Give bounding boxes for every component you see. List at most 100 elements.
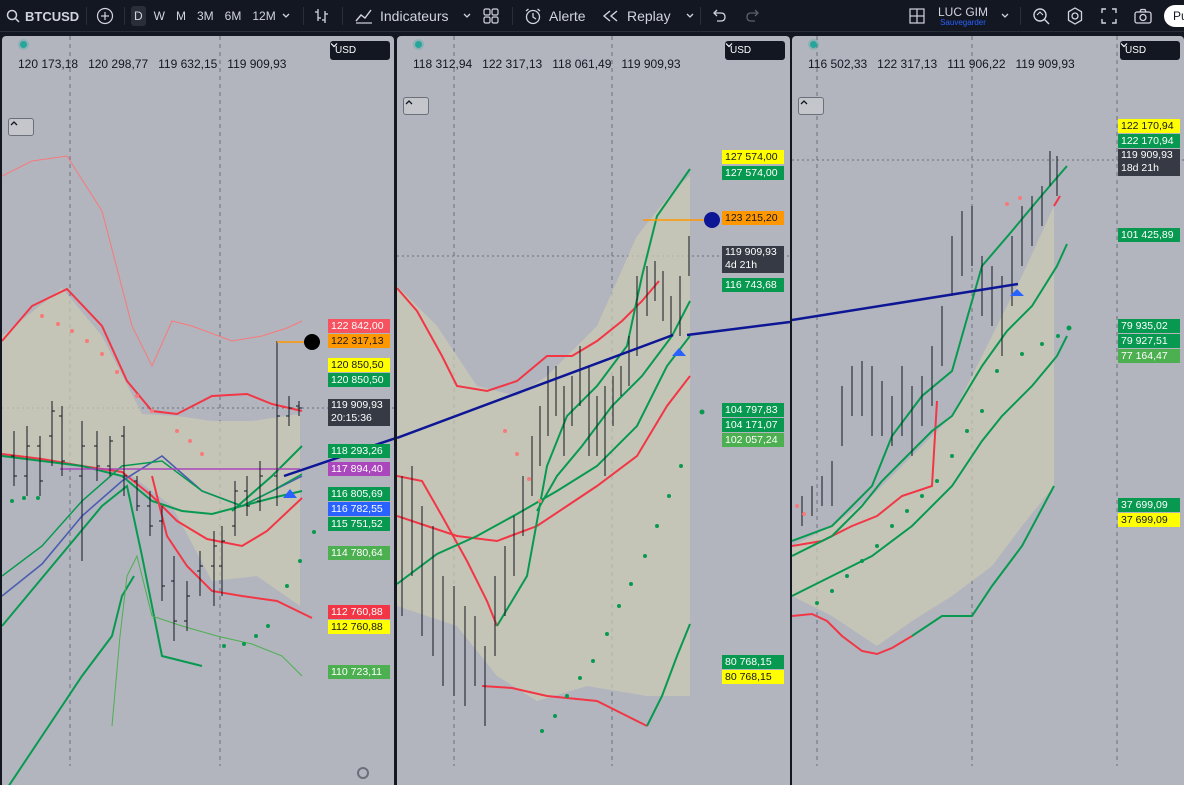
magnifier-icon <box>1031 6 1051 26</box>
ohlc-legend-3: 116 502,33 122 317,13 111 906,22 119 909… <box>808 57 1075 71</box>
close-value: 119 909,93 <box>227 57 287 71</box>
collapse-button[interactable] <box>403 97 429 115</box>
ohlc-legend-2: 118 312,94 122 317,13 118 061,49 119 909… <box>413 57 681 71</box>
price-value: 104 797,83 <box>725 404 778 416</box>
layout-name-button[interactable]: LUC GIM Sauvegarder <box>938 0 988 32</box>
price-axis-label: 123 215,20 <box>722 211 784 225</box>
publish-label: Pu <box>1164 5 1184 27</box>
publish-button[interactable]: Pu <box>1164 0 1184 32</box>
replay-button[interactable]: Replay <box>602 0 695 32</box>
price-axis-label: 119 909,93 20:15:36 <box>328 399 390 426</box>
price-value: 37 699,09 <box>1121 499 1168 511</box>
price-value: 123 215,20 <box>725 212 778 224</box>
indicators-button[interactable]: Indicateurs <box>354 0 472 32</box>
gear-icon[interactable] <box>357 767 369 779</box>
high-value: 122 317,13 <box>482 57 543 71</box>
bars-icon <box>313 7 331 25</box>
price-axis-label: 127 574,00 <box>722 166 784 180</box>
layout-button[interactable] <box>908 0 926 32</box>
interval-button[interactable]: 3M <box>197 9 214 23</box>
price-value: 112 760,88 <box>331 606 383 618</box>
status-indicator <box>20 41 27 48</box>
chart-pane-1[interactable]: 120 173,18 120 298,77 119 632,15 119 909… <box>2 36 394 785</box>
replay-label: Replay <box>627 8 671 24</box>
chart-layout: 120 173,18 120 298,77 119 632,15 119 909… <box>0 33 1184 785</box>
collapse-button[interactable] <box>798 97 824 115</box>
price-chart-3[interactable] <box>792 36 1184 785</box>
layout-name: LUC GIM <box>938 4 989 19</box>
plus-circle-icon <box>96 7 114 25</box>
symbol-name: BTCUSD <box>25 8 80 24</box>
quick-search-button[interactable] <box>1031 0 1051 32</box>
price-value: 119 909,93 <box>331 399 383 411</box>
price-axis-label: 79 927,51 <box>1118 334 1180 348</box>
price-value: 119 909,93 <box>1121 149 1173 161</box>
price-axis-label: 120 850,50 <box>328 373 390 387</box>
interval-button[interactable]: D <box>131 6 146 26</box>
save-status: Sauvegarder <box>940 17 986 27</box>
currency-select[interactable]: USD <box>330 41 390 60</box>
gear-icon <box>1065 6 1085 26</box>
interval-button[interactable]: 6M <box>224 9 242 23</box>
fullscreen-button[interactable] <box>1100 0 1118 32</box>
snapshot-button[interactable] <box>1133 0 1153 32</box>
redo-icon <box>745 9 761 23</box>
price-value: 37 699,09 <box>1121 514 1168 526</box>
price-axis-label: 112 760,88 <box>328 605 390 619</box>
currency-select[interactable]: USD <box>725 41 785 60</box>
chevron-down-icon <box>1000 11 1010 21</box>
high-value: 120 298,77 <box>88 57 149 71</box>
interval-dropdown[interactable] <box>281 0 291 32</box>
close-value: 119 909,93 <box>621 57 681 71</box>
currency-value: USD <box>1125 45 1147 56</box>
price-axis-label: 116 782,55 <box>328 502 390 516</box>
redo-button[interactable] <box>745 0 761 32</box>
layout-grid-icon <box>908 7 926 25</box>
price-value: 116 743,68 <box>725 279 777 291</box>
price-chart-2[interactable] <box>397 36 790 785</box>
chart-pane-2[interactable]: 118 312,94 122 317,13 118 061,49 119 909… <box>397 36 790 785</box>
price-axis-label: 122 170,94 <box>1118 119 1180 133</box>
high-value: 122 317,13 <box>877 57 938 71</box>
price-value: 104 171,07 <box>725 419 778 431</box>
symbol-search[interactable]: BTCUSD <box>6 0 79 32</box>
price-axis-label: 122 842,00 <box>328 319 390 333</box>
price-axis-label: 77 164,47 <box>1118 349 1180 363</box>
price-value: 79 927,51 <box>1121 335 1168 347</box>
undo-button[interactable] <box>711 0 727 32</box>
interval-button[interactable]: W <box>153 9 165 23</box>
price-value: 120 850,50 <box>331 359 384 371</box>
settings-button[interactable] <box>1065 0 1085 32</box>
price-value: 101 425,89 <box>1121 229 1174 241</box>
chevron-down-icon <box>281 11 291 21</box>
open-value: 120 173,18 <box>18 57 79 71</box>
alert-button[interactable]: Alerte <box>523 0 586 32</box>
chart-pane-3[interactable]: 116 502,33 122 317,13 111 906,22 119 909… <box>792 36 1184 785</box>
collapse-button[interactable] <box>8 118 34 136</box>
bar-style-button[interactable] <box>313 0 331 32</box>
currency-select[interactable]: USD <box>1120 41 1180 60</box>
interval-button[interactable]: M <box>176 9 186 23</box>
price-axis-label: 119 909,93 18d 21h <box>1118 149 1180 176</box>
price-axis-label: 37 699,09 <box>1118 498 1180 512</box>
currency-value: USD <box>335 45 357 56</box>
price-value: 122 842,00 <box>331 320 384 332</box>
price-axis-label: 37 699,09 <box>1118 513 1180 527</box>
indicators-icon <box>354 7 374 25</box>
compare-button[interactable] <box>96 0 114 32</box>
alert-label: Alerte <box>549 8 586 24</box>
price-axis-label: 102 057,24 <box>722 433 784 447</box>
indicators-label: Indicateurs <box>380 8 449 24</box>
countdown-value: 20:15:36 <box>331 412 372 424</box>
templates-button[interactable] <box>482 0 500 32</box>
currency-value: USD <box>730 45 752 56</box>
countdown-value: 18d 21h <box>1121 162 1159 174</box>
price-value: 80 768,15 <box>725 656 772 668</box>
price-value: 77 164,47 <box>1121 350 1168 362</box>
grid-icon <box>482 7 500 25</box>
interval-button[interactable]: 12M <box>252 9 276 23</box>
price-value: 122 170,94 <box>1121 135 1174 147</box>
layout-dropdown[interactable] <box>1000 0 1010 32</box>
price-axis-label: 116 805,69 <box>328 487 390 501</box>
price-axis-label: 117 894,40 <box>328 462 390 476</box>
